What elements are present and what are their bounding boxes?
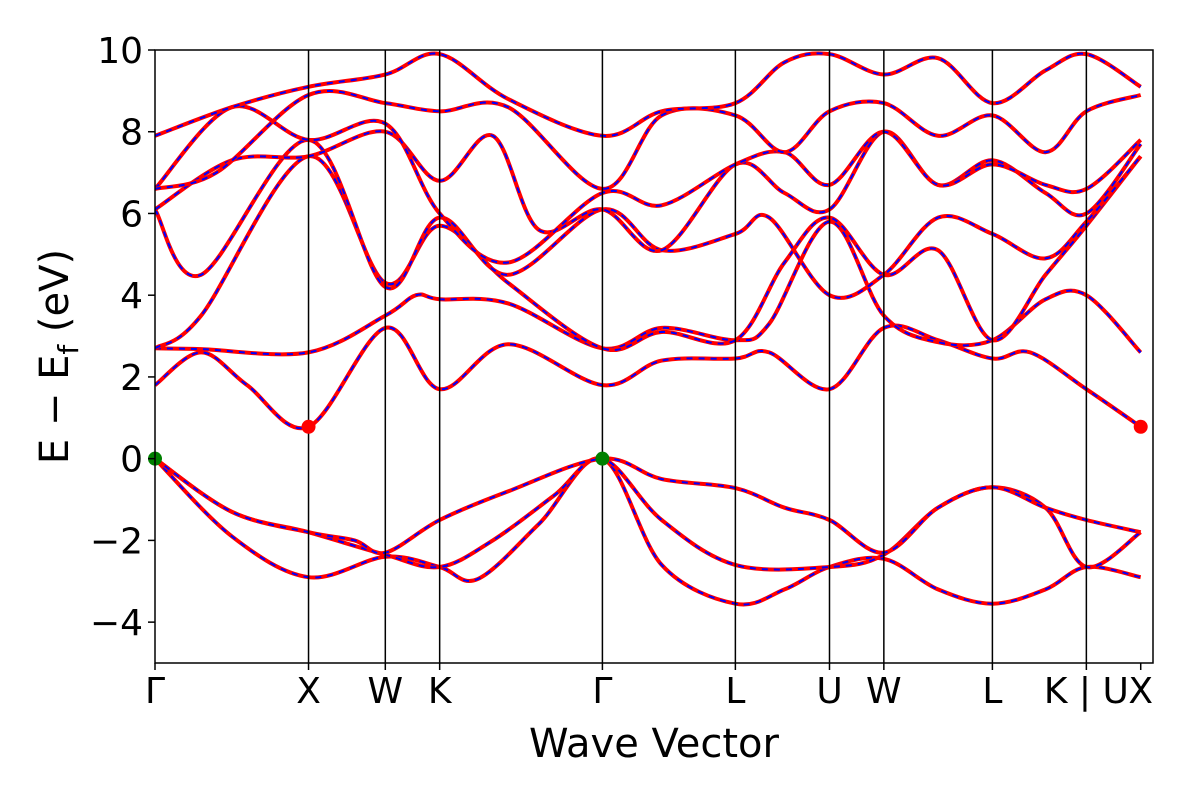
kpoint-lines-layer	[307, 50, 1088, 663]
band-overlay-11	[155, 52, 1142, 137]
x-tick-label: K	[428, 671, 453, 712]
y-tick-label: 6	[120, 194, 143, 235]
y-axis-label-unit: (eV)	[32, 249, 78, 345]
x-axis-label: Wave Vector	[529, 721, 780, 767]
plot-frame	[154, 49, 1154, 664]
cbm-marker	[301, 419, 316, 434]
band-overlay-1	[155, 457, 1141, 606]
cbm-marker	[1133, 419, 1148, 434]
y-axis-ticks: −4 −2 0 2 4 6 8 10	[90, 31, 155, 644]
x-tick-label: Γ	[592, 671, 612, 712]
x-tick-label: L	[982, 671, 1002, 712]
y-tick-label: −2	[90, 521, 143, 562]
x-tick-label: U	[816, 671, 842, 712]
x-tick-label: L	[725, 671, 745, 712]
x-tick-label: X	[296, 671, 321, 712]
y-tick-label: 2	[120, 358, 143, 399]
band-overlay-10	[155, 90, 1141, 190]
band-overlay-8	[155, 130, 1142, 252]
y-tick-label: 8	[120, 113, 143, 154]
x-tick-label: Γ	[145, 671, 165, 712]
y-axis-label-main: E − E	[32, 355, 78, 465]
band-overlay-6	[155, 155, 1142, 351]
x-tick-label: X	[1128, 671, 1153, 712]
y-tick-label: 10	[97, 31, 143, 72]
y-axis-label-subscript: f	[52, 344, 85, 355]
y-tick-label: 0	[120, 440, 143, 481]
y-tick-label: −4	[90, 603, 143, 644]
x-tick-label: W	[368, 671, 404, 712]
x-tick-label: K | U	[1044, 671, 1129, 712]
y-tick-label: 4	[120, 276, 143, 317]
vbm-marker	[595, 451, 610, 466]
x-tick-label: W	[866, 671, 902, 712]
y-axis-label: E − Ef (eV)	[32, 249, 85, 464]
